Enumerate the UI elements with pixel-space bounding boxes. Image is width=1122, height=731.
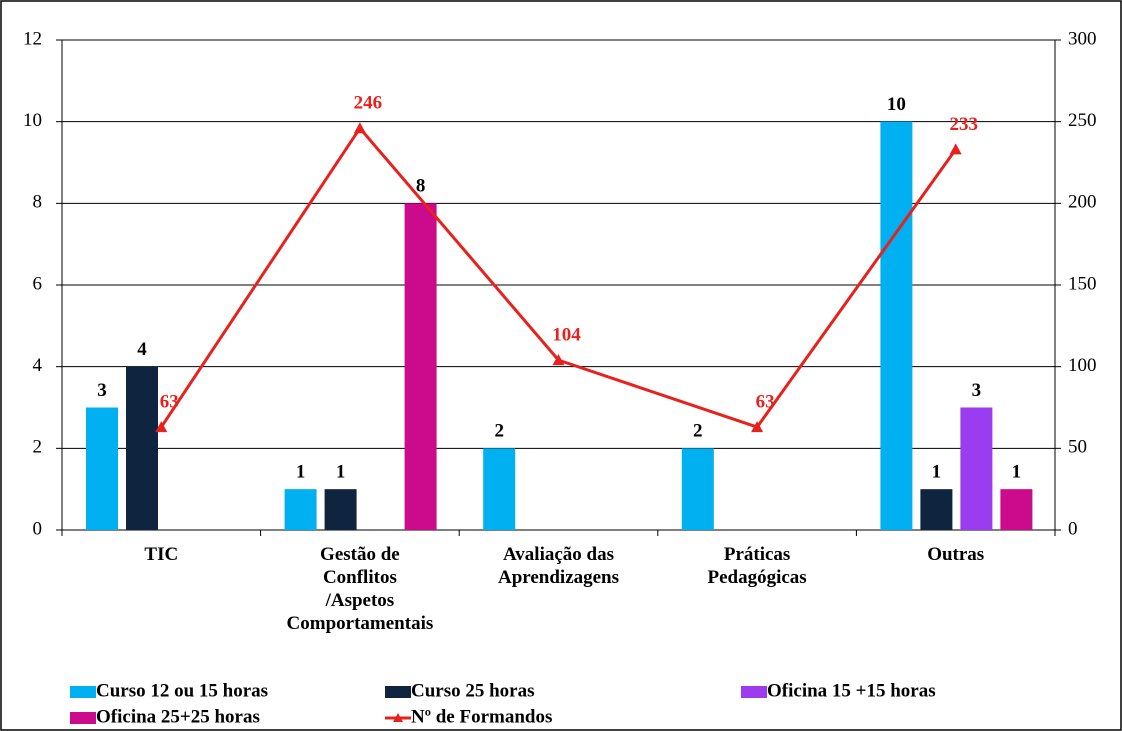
y-tick-label: 10 <box>23 110 42 131</box>
bar <box>86 407 118 530</box>
y-tick-label: 6 <box>33 273 43 294</box>
y-tick-label: 2 <box>33 437 43 458</box>
bar <box>126 366 158 530</box>
y2-tick-label: 0 <box>1068 518 1078 539</box>
bar <box>960 407 993 530</box>
bar <box>681 448 714 530</box>
y2-tick-label: 100 <box>1068 355 1097 376</box>
value-label: 1 <box>932 462 942 483</box>
x-tick-label: TIC <box>144 544 178 565</box>
x-tick-label: Avaliação das Aprendizagens <box>498 544 619 588</box>
line-marker <box>155 421 168 433</box>
y-tick-label: 4 <box>33 355 43 376</box>
x-tick-label: Gestão de Conflitos/Aspetos Comportamentai… <box>287 544 434 634</box>
line-marker <box>949 143 962 155</box>
y-tick-label: 8 <box>33 192 43 213</box>
line-marker <box>353 122 366 134</box>
line-value-label: 63 <box>756 391 775 412</box>
bar <box>920 489 953 530</box>
line-marker <box>552 354 565 366</box>
bar <box>284 489 317 530</box>
legend-marker <box>393 713 403 722</box>
y-tick-label: 12 <box>23 28 42 49</box>
legend-label: Oficina 25+25 horas <box>96 706 260 727</box>
bar <box>404 203 437 531</box>
y2-tick-label: 150 <box>1068 273 1097 294</box>
value-label: 3 <box>972 380 982 401</box>
legend-label: Oficina 15 +15 horas <box>767 680 936 701</box>
line-value-label: 233 <box>949 114 978 135</box>
value-label: 1 <box>296 462 306 483</box>
legend-swatch <box>385 686 411 698</box>
y2-tick-label: 50 <box>1068 437 1087 458</box>
x-tick-label: Outras <box>927 544 984 565</box>
legend-swatch <box>70 712 96 724</box>
value-label: 3 <box>97 380 107 401</box>
y2-tick-label: 200 <box>1068 192 1097 213</box>
line-value-label: 63 <box>160 391 179 412</box>
value-label: 10 <box>887 94 906 115</box>
value-label: 2 <box>494 421 504 442</box>
legend-swatch <box>70 686 96 698</box>
value-label: 1 <box>336 462 346 483</box>
value-label: 2 <box>693 421 703 442</box>
legend-swatch <box>741 686 767 698</box>
y-tick-label: 0 <box>33 518 43 539</box>
line-value-label: 246 <box>354 93 383 114</box>
y2-tick-label: 250 <box>1068 110 1097 131</box>
bar <box>483 448 516 530</box>
value-label: 4 <box>137 339 147 360</box>
legend-label: Curso 25 horas <box>411 680 535 701</box>
line-marker <box>751 421 764 433</box>
bar <box>324 489 357 530</box>
legend-label: Curso 12 ou 15 horas <box>96 680 268 701</box>
value-label: 8 <box>416 176 426 197</box>
bar <box>880 121 913 531</box>
line-value-label: 104 <box>552 324 581 345</box>
value-label: 1 <box>1012 462 1022 483</box>
y2-tick-label: 300 <box>1068 28 1097 49</box>
legend-label: Nº de Formandos <box>411 706 552 727</box>
bar <box>1000 489 1033 530</box>
x-tick-label: Práticas Pedagógicas <box>707 544 806 588</box>
